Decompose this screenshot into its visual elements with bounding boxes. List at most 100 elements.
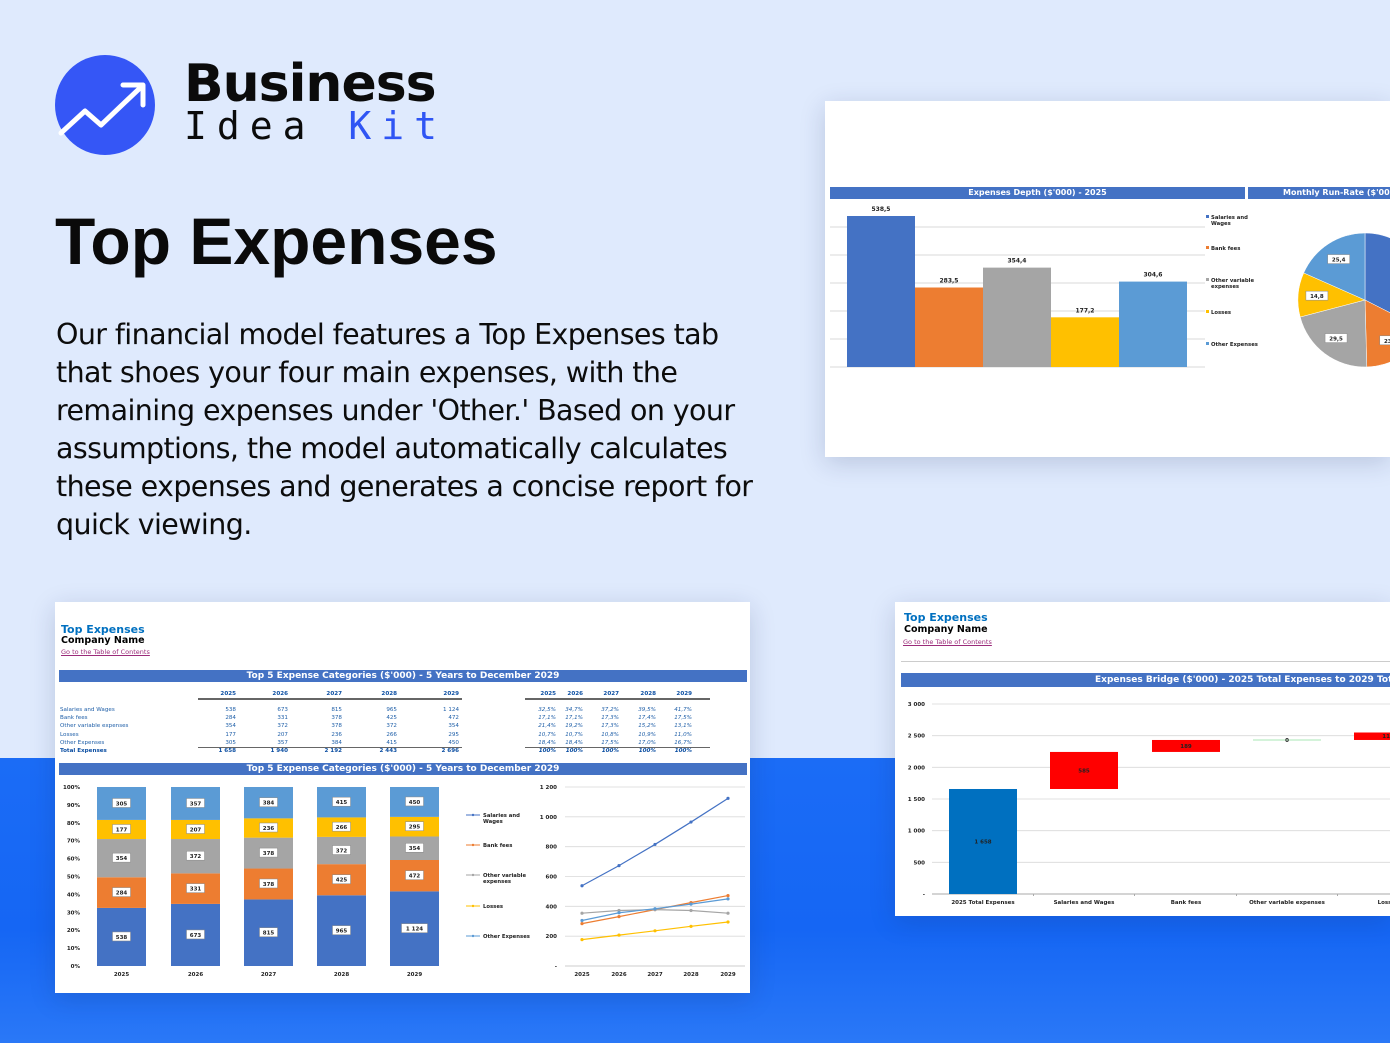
- share-year-header: 2029: [676, 691, 692, 697]
- toc-link[interactable]: Go to the Table of Contents: [61, 648, 150, 656]
- segment-value-label-box: [186, 824, 205, 834]
- x-tick-label: 2025: [114, 972, 129, 978]
- row-value: 295: [448, 731, 459, 738]
- segment-value-label: 284: [116, 891, 128, 897]
- row-share: 17,4%: [638, 715, 656, 722]
- legend-label: Losses: [1211, 310, 1231, 316]
- total-value: 2 192: [324, 748, 342, 754]
- row-share: 17,0%: [638, 739, 656, 746]
- legend-label: Bank fees: [1211, 246, 1240, 252]
- segment-value-label-box: [186, 798, 205, 808]
- data-point: [653, 929, 657, 933]
- bar-value-label: 189: [1180, 744, 1192, 750]
- pie-label: 29,5: [1329, 337, 1343, 343]
- segment-value-label: 425: [336, 878, 348, 884]
- data-point: [653, 842, 657, 847]
- x-tick-label: Salaries and Wages: [1054, 900, 1116, 906]
- y-tick-label: 80%: [67, 821, 81, 827]
- row-value: 372: [386, 723, 397, 730]
- row-value: 177: [225, 731, 236, 738]
- share-year-header: 2026: [567, 691, 583, 697]
- row-share: 10,9%: [638, 731, 656, 738]
- share-year-header: 2028: [640, 691, 656, 697]
- data-point: [617, 933, 621, 937]
- y-tick-label: 100%: [63, 785, 80, 791]
- segment-value-label: 354: [409, 846, 421, 852]
- series-line: [581, 797, 729, 887]
- row-share: 10,7%: [538, 731, 556, 738]
- bar-value-label: 283,5: [940, 278, 959, 285]
- data-point: [617, 864, 621, 868]
- pie-label-box: [1379, 335, 1390, 346]
- row-share: 18,4%: [565, 739, 583, 746]
- segment-value-label-box: [112, 931, 131, 942]
- segment-value-label: 965: [336, 929, 348, 935]
- data-point: [726, 920, 730, 924]
- expenses-bridge-chart: - 500 1 000 1 500 2 000 2 500 3 000 1 658 2025 T…: [908, 702, 1390, 906]
- segment-value-label: 384: [263, 801, 275, 807]
- segment-value-label-box: [112, 852, 131, 863]
- header-underline: [198, 698, 462, 700]
- x-tick-label: Other variable expenses: [1249, 900, 1326, 906]
- segment-value-label-box: [332, 821, 351, 832]
- total-share: 100%: [601, 748, 619, 754]
- segment-value-label-box: [332, 845, 351, 855]
- bridge-company-name: Company Name: [904, 624, 988, 635]
- year-header: 2025: [220, 691, 236, 697]
- data-point: [580, 918, 584, 923]
- legend-label: Other Expenses: [483, 934, 530, 940]
- bar-value-label: 0: [1285, 738, 1289, 744]
- bar-value-label: 118: [1382, 734, 1390, 740]
- expenses-depth-charts: 538,5 283,5 354,4 177,2 304,6 Salaries andWag…: [830, 206, 1390, 368]
- segment-value-label-box: [259, 878, 278, 889]
- total-label: Total Expenses: [60, 748, 107, 754]
- segment-value-label-box: [112, 798, 131, 808]
- bar-other-variable-expenses: [983, 267, 1051, 367]
- increase-bar: [1050, 751, 1118, 789]
- trend-up-arrow-icon: [58, 82, 146, 136]
- legend-swatch: [1206, 278, 1209, 281]
- page-description: Our financial model features a Top Expen…: [56, 318, 753, 541]
- data-point: [726, 897, 730, 901]
- segment-value-label: 372: [336, 849, 348, 855]
- legend-swatch: [1206, 310, 1209, 313]
- bar-value-label: 177,2: [1076, 307, 1095, 314]
- legend-label: Wages: [1211, 221, 1231, 227]
- pie-label-box: [1327, 254, 1350, 264]
- data-point: [689, 820, 693, 824]
- segment-value-label: 372: [190, 854, 202, 860]
- y-tick-label: 20%: [67, 928, 81, 934]
- x-tick-label: Losses: [1378, 900, 1390, 906]
- report-title: Top Expenses: [61, 623, 145, 636]
- data-point: [726, 911, 730, 915]
- total-value: 1 940: [270, 748, 288, 754]
- expense-category-charts: 0% 10% 20% 30% 40% 50% 60% 70% 80% 90% 100% 538 284 3…: [63, 785, 745, 978]
- row-value: 354: [448, 723, 459, 730]
- y-tick-label: -: [555, 964, 557, 970]
- row-value: 384: [331, 739, 342, 746]
- total-share: 100%: [565, 748, 583, 754]
- top-expenses-report-screenshot: Top Expenses Company Name Go to the Tabl…: [55, 602, 750, 993]
- bridge-toc-link[interactable]: Go to the Table of Contents: [903, 638, 992, 646]
- legend-marker: [471, 843, 475, 847]
- segment-value-label-box: [259, 822, 278, 833]
- bridge-report-title: Top Expenses: [904, 611, 988, 624]
- expenses-depth-screenshot: Expenses Depth ($'000) - 2025 Monthly Ru…: [825, 101, 1390, 457]
- row-value: 378: [331, 715, 342, 722]
- brand-kit: Kit: [348, 104, 448, 148]
- segment-value-label-box: [405, 796, 424, 807]
- pie-label: 23,6: [1384, 339, 1390, 345]
- row-value: 415: [386, 739, 397, 746]
- row-value: 357: [277, 739, 288, 746]
- bar-value-label: 538,5: [872, 206, 891, 213]
- y-tick-label: 400: [546, 904, 558, 910]
- y-tick-label: 1 500: [908, 797, 925, 803]
- row-value: 815: [331, 707, 342, 713]
- header-underline: [525, 698, 710, 700]
- row-value: 305: [225, 739, 236, 746]
- segment-value-label: 1 124: [406, 927, 423, 933]
- runrate-chart-header: Monthly Run-Rate ($'000: [1248, 187, 1390, 199]
- segment-value-label-box: [186, 929, 205, 940]
- row-share: 11,0%: [674, 731, 692, 738]
- total-share: 100%: [638, 748, 656, 754]
